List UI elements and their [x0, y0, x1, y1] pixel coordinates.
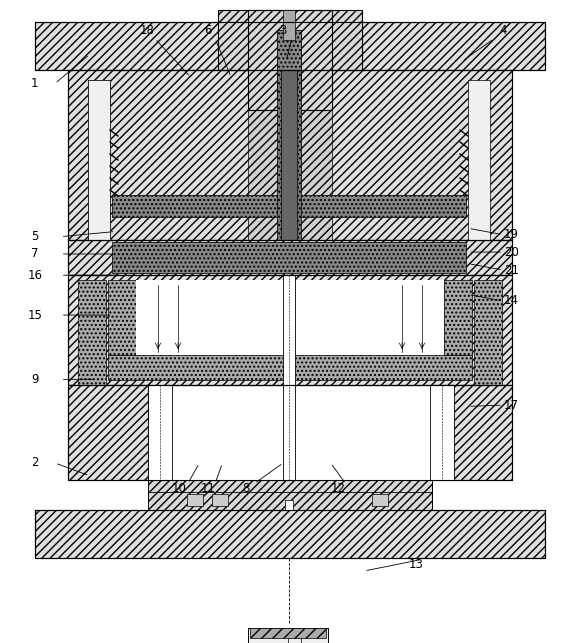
Text: 14: 14: [504, 294, 519, 307]
Text: 6: 6: [205, 24, 212, 37]
Text: 21: 21: [504, 264, 519, 276]
Bar: [248, 10, 332, 110]
Text: 10: 10: [172, 482, 187, 495]
Text: 9: 9: [31, 373, 38, 386]
Text: 20: 20: [504, 246, 519, 258]
Bar: [35, 22, 545, 70]
Bar: [112, 242, 466, 273]
Bar: [277, 30, 301, 100]
Bar: [468, 80, 490, 240]
Bar: [444, 280, 472, 355]
Bar: [35, 510, 545, 558]
Bar: [68, 385, 148, 480]
Bar: [68, 240, 512, 275]
Bar: [430, 385, 454, 480]
Bar: [88, 80, 110, 240]
Bar: [277, 30, 301, 100]
Text: 11: 11: [201, 482, 216, 495]
Text: 8: 8: [242, 482, 249, 495]
Text: 15: 15: [27, 309, 42, 322]
Bar: [248, 628, 328, 643]
Text: 3: 3: [280, 24, 287, 37]
Text: 16: 16: [27, 269, 42, 282]
Bar: [212, 494, 228, 506]
Bar: [136, 280, 444, 355]
Bar: [148, 480, 432, 495]
Bar: [108, 355, 472, 380]
Bar: [248, 70, 332, 240]
Bar: [35, 510, 545, 558]
Text: 18: 18: [140, 24, 155, 37]
Text: 2: 2: [31, 457, 38, 469]
Bar: [187, 494, 203, 506]
Bar: [88, 80, 110, 240]
Bar: [68, 70, 512, 240]
Bar: [432, 385, 512, 480]
Bar: [68, 240, 512, 275]
Bar: [283, 275, 295, 480]
Bar: [372, 494, 388, 506]
Bar: [281, 70, 297, 240]
Bar: [108, 280, 136, 355]
Bar: [218, 10, 362, 70]
Text: 4: 4: [499, 24, 506, 37]
Bar: [283, 10, 295, 40]
Bar: [35, 22, 545, 70]
Bar: [148, 495, 432, 510]
Bar: [148, 492, 432, 510]
Bar: [285, 500, 293, 510]
Bar: [250, 628, 326, 638]
Bar: [68, 275, 512, 385]
Bar: [112, 195, 466, 217]
Text: 5: 5: [31, 230, 38, 243]
Bar: [68, 385, 512, 480]
Bar: [68, 275, 512, 385]
Bar: [148, 385, 172, 480]
Text: 13: 13: [409, 558, 424, 571]
Bar: [474, 280, 502, 385]
Bar: [148, 480, 432, 510]
Text: 7: 7: [31, 248, 38, 260]
Text: 1: 1: [31, 77, 38, 90]
Bar: [78, 280, 106, 385]
Bar: [277, 70, 301, 240]
Text: 12: 12: [331, 482, 346, 495]
Text: 19: 19: [504, 228, 519, 241]
Bar: [68, 70, 512, 240]
Text: 17: 17: [504, 399, 519, 412]
